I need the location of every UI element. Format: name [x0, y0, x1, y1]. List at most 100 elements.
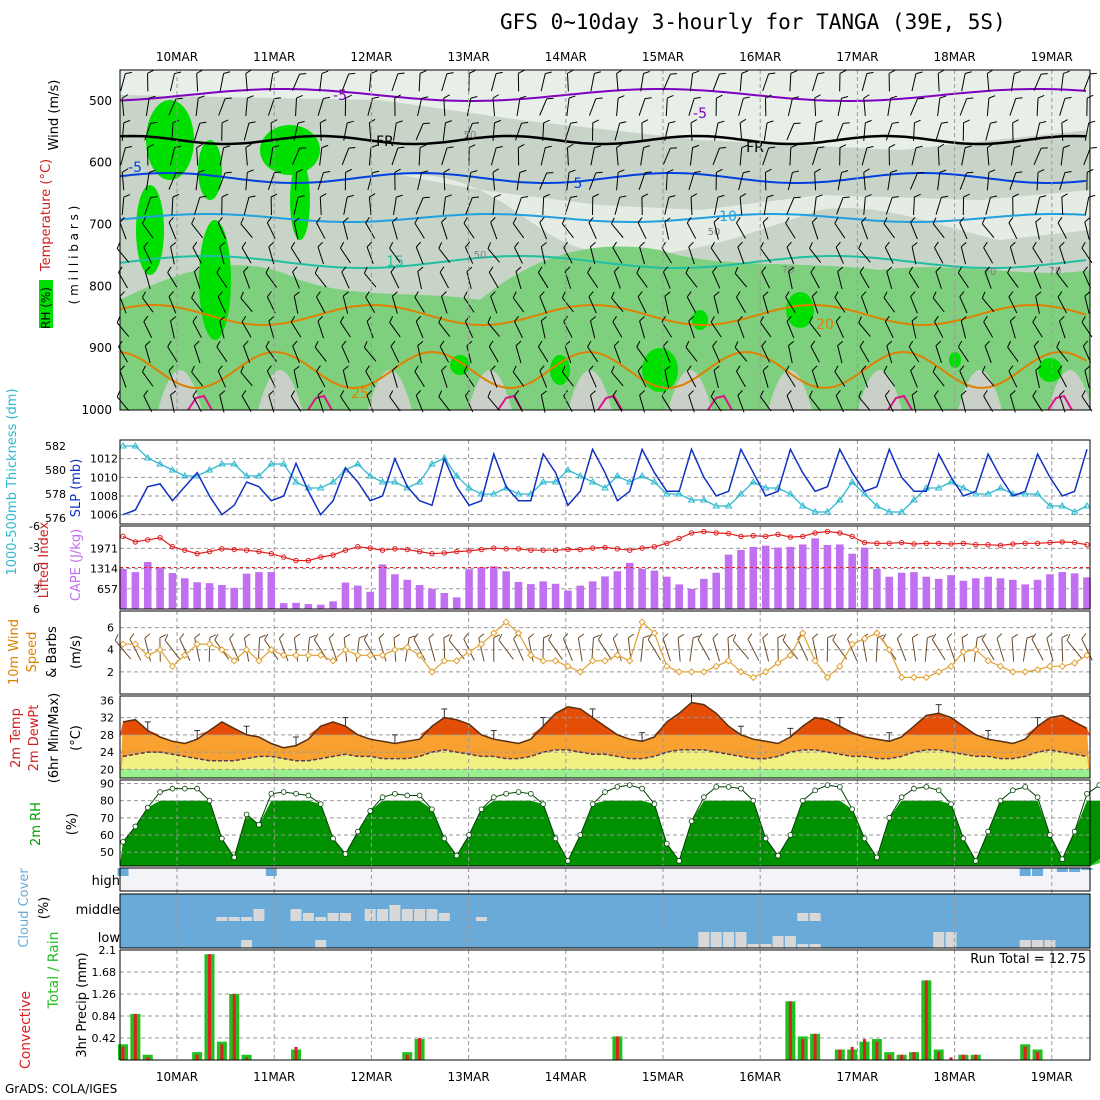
wind-barb — [542, 119, 551, 141]
wind-barb-flag — [296, 94, 303, 99]
wind-barb-flag — [1064, 96, 1072, 99]
wind-barb-flag — [786, 241, 792, 248]
wind-barb — [295, 169, 303, 191]
wind-barb-flag — [1090, 146, 1097, 149]
wind-barb-staff — [317, 172, 324, 191]
wind-barb-staff — [515, 271, 522, 289]
wind-barb — [116, 242, 130, 263]
wind-barb-staff — [343, 197, 348, 215]
wind-barb — [640, 145, 651, 166]
rh2m-point — [1022, 784, 1029, 790]
wind-barb — [612, 315, 623, 338]
wind10-speed-point — [267, 646, 276, 654]
wind-barb — [591, 119, 600, 141]
cape-bar — [119, 569, 127, 609]
precip-tick: 0.84 — [92, 1010, 117, 1023]
wind-barb-flag — [567, 143, 574, 148]
wind-barb — [612, 241, 623, 264]
wind-barb-staff — [317, 246, 325, 265]
wind-barb — [490, 291, 498, 314]
wind-barb — [439, 266, 450, 289]
precip-convective-bar — [245, 1057, 249, 1060]
wind-barb-flag — [119, 217, 125, 223]
wind-barb — [191, 365, 204, 387]
wind-barb-flag — [417, 340, 424, 346]
wind-barb — [962, 119, 970, 141]
lifted-index-point — [973, 541, 979, 548]
wind-barb-staff — [364, 272, 377, 288]
wind-barb-staff — [319, 196, 322, 216]
wind-barb — [664, 195, 676, 215]
cape-bar — [613, 571, 622, 609]
wind-barb — [566, 143, 574, 166]
rh2m-tick: 70 — [100, 812, 114, 825]
wind10-barb-flag — [981, 633, 987, 640]
wind-barb-staff — [542, 122, 545, 141]
lifted-index-point — [614, 546, 621, 552]
wind-barb-flag — [639, 316, 645, 322]
wind-barb-staff — [415, 246, 424, 264]
cape-bar — [1058, 572, 1067, 609]
wind-barb-flag — [390, 266, 396, 273]
wind10-barb — [931, 633, 946, 661]
wind-barb-flag — [1037, 169, 1045, 173]
wind-barb — [834, 365, 846, 387]
wind-barb-flag — [1007, 340, 1012, 348]
wind-barb-staff — [218, 172, 226, 190]
wind-barb-staff — [688, 98, 695, 116]
wind10-barb — [229, 633, 240, 661]
wind-barb-staff — [662, 345, 671, 363]
wind-barb — [441, 217, 448, 240]
cloud-middle-bar — [290, 909, 302, 921]
wind10-barb — [1031, 633, 1044, 661]
wind-barb — [811, 146, 825, 166]
lifted-index-point — [491, 545, 497, 551]
wind-barb-staff — [859, 272, 870, 289]
wind-barb-flag — [487, 390, 492, 398]
wind-barb — [293, 217, 300, 240]
wind-barb-staff — [366, 321, 374, 339]
wind-barb-staff — [863, 172, 866, 191]
wind-barb-staff — [909, 172, 918, 190]
wind-barb-flag — [981, 217, 986, 225]
wind-barb — [858, 390, 871, 412]
wind-barb-flag — [837, 340, 844, 347]
temp2m-tick: 24 — [100, 746, 114, 759]
contour-label: FR — [376, 134, 394, 150]
wind-barb-staff — [169, 73, 175, 92]
wind10-speed-point — [391, 646, 399, 654]
precip-convective-bar — [801, 1039, 805, 1060]
precip-convective-bar — [133, 1013, 137, 1060]
thickness-point — [996, 484, 1005, 491]
wind-barb — [487, 390, 500, 412]
wind-barb-flag — [567, 69, 574, 74]
rh2m-point — [911, 785, 917, 792]
wind-barb-staff — [981, 297, 995, 313]
wind10-barb-staff — [640, 637, 644, 662]
lifted-index-point — [800, 533, 806, 540]
wind-barb-staff — [490, 370, 498, 388]
rh2m-point — [355, 828, 361, 835]
wind-barb — [217, 365, 226, 388]
wind-barb-staff — [713, 296, 719, 314]
wind-barb — [292, 147, 307, 166]
wind-barb-staff — [415, 197, 424, 215]
rh2m-point — [799, 797, 806, 804]
wind10-barb — [961, 633, 969, 662]
precip-convective-bar — [405, 1054, 409, 1060]
wind10-barb-flag — [244, 633, 251, 639]
wind10-barb — [493, 634, 500, 662]
wind-barb-staff — [710, 321, 722, 338]
wind-barb — [319, 119, 327, 141]
wind-barb-flag — [463, 365, 468, 372]
wind10-barb-staff — [677, 637, 681, 662]
precip-tick: 0.42 — [92, 1032, 117, 1045]
cloud-middle-bar — [426, 909, 438, 921]
wind-barb — [143, 241, 153, 264]
wind10-speed-point — [490, 629, 498, 637]
wind-barb — [240, 365, 253, 387]
wind-barb — [686, 217, 697, 239]
rh-axis-label: RH (%) — [39, 287, 53, 329]
wind10-speed-point — [156, 646, 164, 654]
wind-barb — [196, 69, 203, 92]
